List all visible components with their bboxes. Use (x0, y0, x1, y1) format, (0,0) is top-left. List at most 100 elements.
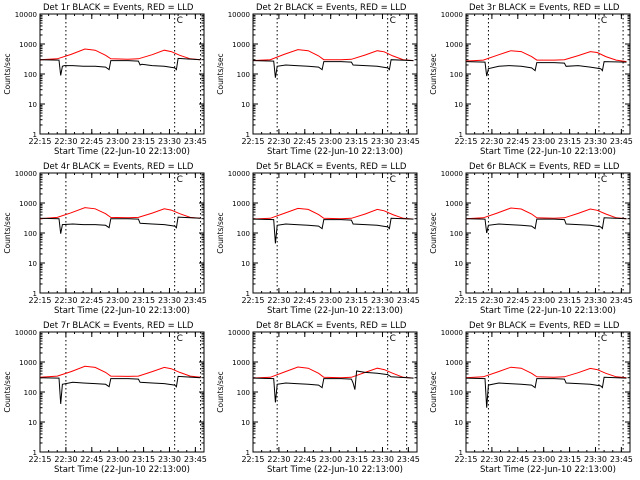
y-tick-label: 10 (241, 419, 250, 427)
x-axis-label: Start Time (22-Jun-10 22:13:00) (54, 465, 190, 475)
x-tick-label: 23:15 (132, 137, 155, 146)
y-tick-label: 1 (33, 290, 37, 298)
y-tick-label: 10 (28, 260, 37, 268)
plot-frame (465, 13, 631, 135)
x-tick-label: 23:45 (397, 455, 420, 464)
y-axis-label: Counts/sec (216, 212, 225, 253)
x-axis-label: Start Time (22-Jun-10 22:13:00) (480, 147, 616, 157)
x-axis-label: Start Time (22-Jun-10 22:13:00) (480, 465, 616, 475)
x-tick-label: 23:00 (106, 296, 129, 305)
y-tick-label: 100 (450, 389, 463, 397)
events-series-line (465, 217, 627, 234)
x-tick-label: 22:45 (80, 296, 103, 305)
y-tick-label: 1 (246, 290, 250, 298)
y-tick-label: 10 (241, 260, 250, 268)
y-tick-label: 100 (237, 71, 250, 79)
panel-title: Det 5r BLACK = Events, RED = LLD (256, 162, 407, 172)
flag-marker: C (601, 16, 607, 26)
x-tick-label: 22:45 (506, 455, 529, 464)
x-tick-label: 23:00 (319, 137, 342, 146)
x-tick-label: 23:30 (584, 296, 607, 305)
y-tick-label: 10 (28, 101, 37, 109)
x-tick-label: 23:30 (584, 137, 607, 146)
y-tick-label: 10000 (441, 329, 463, 337)
x-tick-label: 23:30 (584, 455, 607, 464)
events-series-line (252, 370, 414, 403)
x-tick-label: 22:30 (480, 296, 503, 305)
y-axis-label: Counts/sec (3, 53, 12, 94)
y-tick-label: 10000 (228, 11, 250, 19)
events-series-line (39, 216, 201, 234)
y-tick-label: 1000 (232, 41, 250, 49)
x-tick-label: 22:15 (28, 137, 51, 146)
events-series-line (252, 217, 414, 244)
x-tick-label: 23:00 (532, 137, 555, 146)
y-tick-label: 10 (241, 101, 250, 109)
panel-title: Det 3r BLACK = Events, RED = LLD (469, 3, 620, 13)
y-tick-label: 1000 (19, 359, 37, 367)
plot-frame (39, 13, 205, 135)
y-tick-label: 100 (24, 389, 37, 397)
x-tick-label: 22:15 (241, 137, 264, 146)
x-tick-label: 22:15 (454, 137, 477, 146)
x-tick-label: 22:45 (80, 455, 103, 464)
x-tick-label: 23:00 (319, 455, 342, 464)
lld-series-line (465, 207, 627, 220)
y-tick-label: 1 (459, 131, 463, 139)
y-tick-label: 100 (237, 230, 250, 238)
x-tick-label: 23:15 (558, 137, 581, 146)
y-axis-label: Counts/sec (216, 371, 225, 412)
x-tick-label: 23:45 (184, 455, 207, 464)
x-tick-label: 23:00 (532, 296, 555, 305)
flag-marker: C (177, 175, 183, 185)
y-axis-label: Counts/sec (3, 371, 12, 412)
y-tick-label: 10 (454, 101, 463, 109)
events-series-line (465, 376, 627, 408)
y-axis-label: Counts/sec (216, 53, 225, 94)
x-tick-label: 23:30 (158, 296, 181, 305)
panel-title: Det 9r BLACK = Events, RED = LLD (469, 321, 620, 331)
flag-marker: C (177, 16, 183, 26)
x-tick-label: 22:15 (28, 296, 51, 305)
flag-marker: C (601, 334, 607, 344)
x-tick-label: 23:30 (158, 455, 181, 464)
x-tick-label: 23:30 (371, 137, 394, 146)
y-tick-label: 100 (24, 71, 37, 79)
lld-series-line (465, 50, 627, 63)
x-tick-label: 23:45 (184, 137, 207, 146)
y-tick-label: 10000 (441, 11, 463, 19)
x-tick-label: 23:00 (106, 455, 129, 464)
events-series-line (39, 57, 201, 76)
y-tick-label: 1000 (232, 200, 250, 208)
y-tick-label: 10000 (15, 11, 37, 19)
y-tick-label: 10000 (441, 170, 463, 178)
x-tick-label: 23:45 (610, 455, 633, 464)
y-tick-label: 10 (28, 419, 37, 427)
x-tick-label: 23:30 (371, 455, 394, 464)
y-tick-label: 1000 (445, 41, 463, 49)
x-tick-label: 23:45 (397, 296, 420, 305)
x-axis-label: Start Time (22-Jun-10 22:13:00) (480, 306, 616, 316)
y-tick-label: 100 (24, 230, 37, 238)
lld-series-line (39, 48, 201, 61)
y-tick-label: 1 (246, 449, 250, 457)
x-tick-label: 23:15 (345, 296, 368, 305)
events-series-line (39, 375, 201, 404)
x-tick-label: 23:15 (345, 455, 368, 464)
x-tick-label: 22:15 (28, 455, 51, 464)
x-tick-label: 23:45 (610, 137, 633, 146)
x-tick-label: 22:15 (241, 455, 264, 464)
x-tick-label: 22:45 (506, 296, 529, 305)
flag-marker: C (390, 334, 396, 344)
x-tick-label: 23:45 (184, 296, 207, 305)
x-tick-label: 23:00 (106, 137, 129, 146)
y-axis-label: Counts/sec (429, 371, 438, 412)
y-tick-label: 10000 (228, 170, 250, 178)
flag-marker: C (177, 334, 183, 344)
x-tick-label: 22:30 (54, 455, 77, 464)
y-tick-label: 1000 (19, 200, 37, 208)
